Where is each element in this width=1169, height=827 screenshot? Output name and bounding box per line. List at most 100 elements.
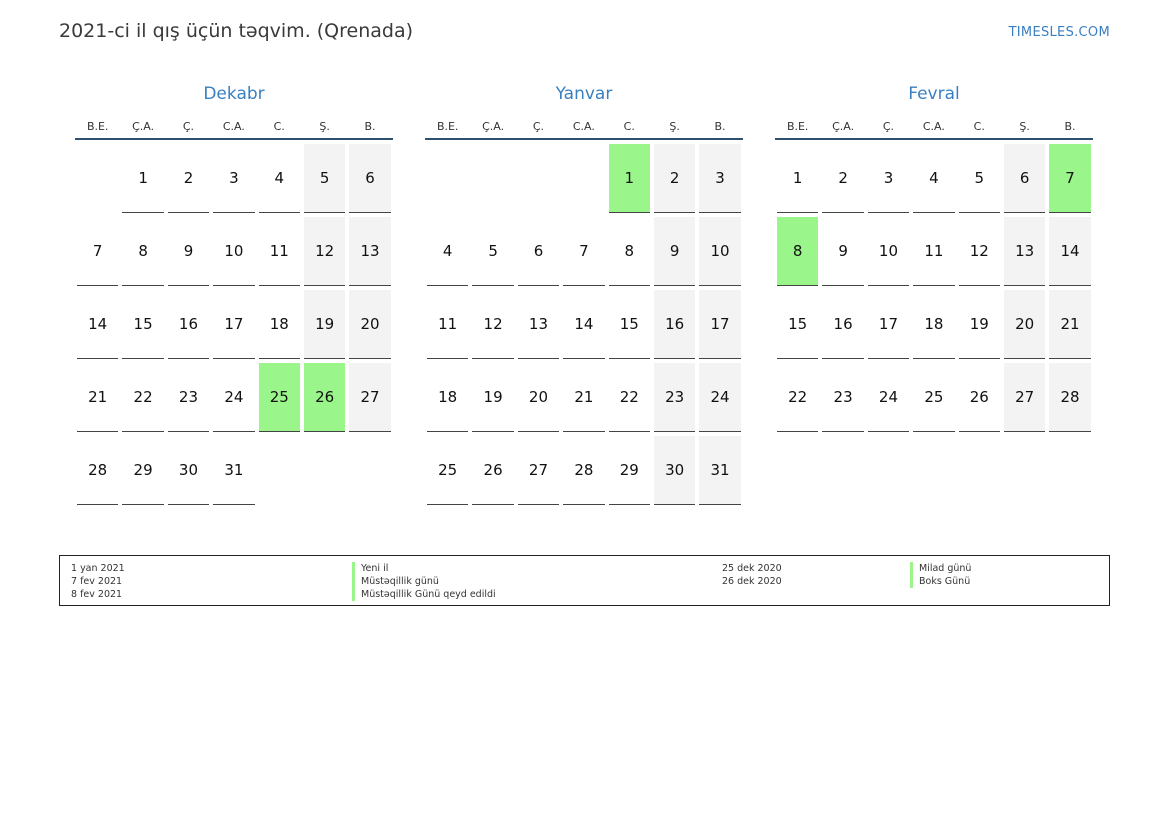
day-cell: 20 — [517, 363, 560, 432]
day-cell: 6 — [349, 144, 391, 213]
day-cell: 24 — [213, 363, 255, 432]
weekday-label: Ş. — [1019, 120, 1030, 133]
weekday-label: C. — [973, 120, 985, 133]
day-cell: 8 — [777, 217, 819, 286]
legend-holiday-name: Milad günü — [910, 562, 971, 575]
legend-names-right: Milad günü Boks Günü — [910, 562, 971, 588]
week-row: 28 29 30 31 — [75, 436, 393, 509]
day-cell: 16 — [822, 290, 864, 359]
day-cell: 18 — [913, 290, 955, 359]
weekday-label: Ç. — [532, 120, 545, 133]
site-link[interactable]: TIMESLES.COM — [1008, 25, 1110, 40]
legend-dates-left: 1 yan 2021 7 fev 2021 8 fev 2021 — [71, 562, 125, 601]
legend-holiday-name: Boks Günü — [910, 575, 971, 588]
month-dekabr: Dekabr B.E. Ç.A. Ç. C.A. C. Ş. B. 1 2 3 4 5 6 7 8 9 10 11 1… — [75, 84, 393, 509]
day-cell: 6 — [1003, 144, 1046, 213]
legend-names-left: Yeni il Müstəqillik günü Müstəqillik Gün… — [352, 562, 496, 601]
day-cell: 14 — [563, 290, 605, 359]
day-cell: 7 — [77, 217, 119, 286]
day-cell: 9 — [822, 217, 864, 286]
weekday-label: B. — [1064, 120, 1076, 133]
day-cell: 3 — [699, 144, 741, 213]
day-cell: 1 — [777, 144, 819, 213]
month-title: Yanvar — [555, 84, 613, 104]
holiday-legend: 1 yan 2021 7 fev 2021 8 fev 2021 Yeni il… — [59, 555, 1110, 606]
day-cell: 4 — [427, 217, 469, 286]
day-cell: 13 — [349, 217, 391, 286]
day-cell: 26 — [958, 363, 1000, 432]
day-cell: 21 — [1049, 290, 1091, 359]
day-cell: 16 — [653, 290, 696, 359]
day-cell: 28 — [563, 436, 605, 505]
day-cell: 9 — [167, 217, 210, 286]
day-cell: 1 — [608, 144, 650, 213]
legend-date: 8 fev 2021 — [71, 589, 123, 600]
day-cell: 24 — [867, 363, 910, 432]
day-cell: 30 — [653, 436, 696, 505]
week-row: 7 8 9 10 11 12 13 — [75, 217, 393, 290]
day-cell: 10 — [867, 217, 910, 286]
weekday-label: Ş. — [319, 120, 330, 133]
weekday-label: B. — [714, 120, 726, 133]
day-cell: 28 — [1049, 363, 1091, 432]
legend-dates-right: 25 dek 2020 26 dek 2020 — [722, 562, 782, 588]
weekday-label: B.E. — [436, 120, 459, 133]
day-cell: 14 — [77, 290, 119, 359]
day-cell: 14 — [1049, 217, 1091, 286]
day-cell: 15 — [777, 290, 819, 359]
month-fevral: Fevral B.E. Ç.A. Ç. C.A. C. Ş. B. 1 2 3 4 5 6 7 8 9 10 11 1… — [775, 84, 1093, 436]
day-cell: 26 — [303, 363, 346, 432]
legend-date: 25 dek 2020 — [722, 563, 782, 574]
day-cell: 2 — [653, 144, 696, 213]
day-cell: 13 — [1003, 217, 1046, 286]
day-cell: 12 — [958, 217, 1000, 286]
day-cell: 11 — [258, 217, 300, 286]
day-cell: 21 — [77, 363, 119, 432]
week-row: 14 15 16 17 18 19 20 — [75, 290, 393, 363]
weekday-header: B.E. Ç.A. Ç. C.A. C. Ş. B. — [75, 120, 393, 140]
empty-day-cell — [349, 436, 390, 505]
day-cell: 25 — [913, 363, 955, 432]
month-title: Fevral — [908, 84, 960, 104]
day-cell: 28 — [77, 436, 119, 505]
day-cell: 16 — [167, 290, 210, 359]
legend-holiday-name: Müstəqillik Günü qeyd edildi — [352, 588, 496, 601]
legend-holiday-name: Yeni il — [352, 562, 496, 575]
day-cell: 2 — [822, 144, 864, 213]
day-cell: 22 — [122, 363, 164, 432]
day-cell: 4 — [913, 144, 955, 213]
day-cell: 17 — [699, 290, 741, 359]
week-rows: 1 2 3 4 5 6 7 8 9 10 11 12 13 14 15 16 17 18 19 20 21 22 23 24 2… — [425, 144, 743, 509]
empty-day-cell — [304, 436, 345, 505]
day-cell: 11 — [427, 290, 469, 359]
day-cell: 26 — [472, 436, 514, 505]
day-cell: 9 — [653, 217, 696, 286]
day-cell: 8 — [608, 217, 650, 286]
week-row: 8 9 10 11 12 13 14 — [775, 217, 1093, 290]
day-cell: 12 — [303, 217, 346, 286]
day-cell: 10 — [699, 217, 741, 286]
weekday-label: Ç. — [182, 120, 195, 133]
day-cell: 12 — [472, 290, 514, 359]
weekday-label: Ç.A. — [482, 120, 505, 133]
empty-day-cell — [77, 144, 118, 213]
week-row: 15 16 17 18 19 20 21 — [775, 290, 1093, 363]
day-cell: 27 — [1003, 363, 1046, 432]
weekday-label: C.A. — [922, 120, 945, 133]
week-row: 18 19 20 21 22 23 24 — [425, 363, 743, 436]
day-cell: 7 — [1049, 144, 1091, 213]
week-rows: 1 2 3 4 5 6 7 8 9 10 11 12 13 14 15 16 17 18 19 20 21 22 23 24 2… — [775, 144, 1093, 436]
day-cell: 3 — [867, 144, 910, 213]
day-cell: 5 — [303, 144, 346, 213]
day-cell: 23 — [167, 363, 210, 432]
weekday-label: B.E. — [786, 120, 809, 133]
day-cell: 5 — [958, 144, 1000, 213]
day-cell: 18 — [427, 363, 469, 432]
week-row: 25 26 27 28 29 30 31 — [425, 436, 743, 509]
weekday-header: B.E. Ç.A. Ç. C.A. C. Ş. B. — [775, 120, 1093, 140]
day-cell: 19 — [472, 363, 514, 432]
day-cell: 19 — [958, 290, 1000, 359]
